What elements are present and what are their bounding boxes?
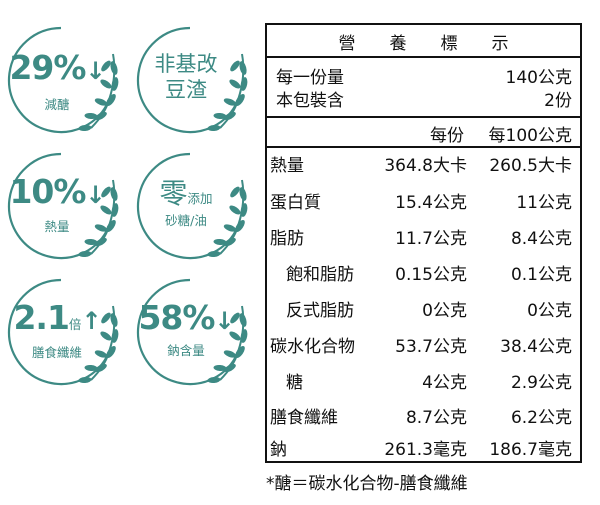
badge-caption: 膳食纖維 — [31, 345, 82, 360]
badge-reduced-sugar: 29%↓ 減醣 — [5, 24, 121, 136]
down-arrow-icon: ↓ — [85, 181, 105, 209]
nutrient-per-serving: 15.4公克 — [395, 193, 467, 213]
nutrient-label: 蛋白質 — [270, 193, 321, 213]
down-arrow-icon: ↓ — [85, 57, 105, 85]
nutrient-label: 鈉 — [270, 440, 287, 460]
nutrient-per-100g: 6.2公克 — [510, 408, 572, 428]
column-header-per-serving: 每份 — [430, 126, 464, 146]
badge-line-2: 豆渣 — [165, 78, 207, 102]
badge-value: 58% — [138, 298, 215, 337]
divider — [267, 56, 580, 58]
nutrient-label: 糖 — [286, 373, 303, 393]
badge-value: 零 — [159, 177, 188, 210]
nutrient-per-100g: 11公克 — [516, 193, 572, 213]
serving-size-value: 140公克 — [505, 68, 572, 88]
nutrient-per-serving: 0公克 — [422, 301, 467, 321]
nutrient-per-100g: 186.7毫克 — [489, 440, 572, 460]
servings-per-package-row: 本包裝含 2份 — [267, 86, 580, 111]
nutrient-per-100g: 2.9公克 — [510, 373, 572, 393]
divider — [267, 116, 580, 118]
nutrient-per-serving: 4公克 — [422, 373, 467, 393]
badge-caption: 砂糖/油 — [165, 213, 207, 228]
badge-caption: 減醣 — [44, 97, 70, 112]
badge-value: 10% — [9, 172, 86, 211]
nutrient-label: 脂肪 — [270, 229, 304, 249]
badge-value: 29% — [9, 48, 86, 87]
up-arrow-icon: ↑ — [81, 307, 101, 335]
nutrient-per-100g: 0公克 — [527, 301, 572, 321]
badge-reduced-sodium: 58%↓ 鈉含量 — [134, 276, 250, 388]
nutrient-per-serving: 11.7公克 — [395, 229, 467, 249]
nutrient-per-serving: 261.3毫克 — [384, 440, 467, 460]
column-header-per-100g: 每100公克 — [488, 126, 572, 146]
badge-caption: 熱量 — [44, 219, 70, 234]
nutrient-per-serving: 0.15公克 — [395, 265, 467, 285]
nutrition-facts-panel: 營養標示 每一份量 140公克 本包裝含 2份 每份 每100公克 熱量 364… — [265, 23, 582, 463]
nutrient-per-100g: 38.4公克 — [500, 337, 572, 357]
column-header-row: 每份 每100公克 — [267, 121, 580, 146]
serving-size-row: 每一份量 140公克 — [267, 63, 580, 88]
servings-per-package-label: 本包裝含 — [276, 91, 344, 111]
nutrient-label: 膳食纖維 — [270, 408, 338, 428]
servings-per-package-value: 2份 — [544, 91, 572, 111]
serving-size-label: 每一份量 — [276, 68, 344, 88]
badge-non-gmo: 非基改 豆渣 — [134, 24, 250, 136]
badge-caption: 鈉含量 — [167, 343, 205, 358]
badge-line-1: 非基改 — [154, 52, 218, 76]
nutrient-label: 熱量 — [270, 156, 304, 176]
nutrient-per-100g: 260.5大卡 — [489, 156, 572, 176]
nutrient-per-100g: 0.1公克 — [510, 265, 572, 285]
badge-no-added-sugar-oil: 零添加 砂糖/油 — [134, 150, 250, 262]
down-arrow-icon: ↓ — [214, 307, 234, 335]
nutrient-per-serving: 8.7公克 — [405, 408, 467, 428]
nutrient-per-100g: 8.4公克 — [510, 229, 572, 249]
nutrient-label: 碳水化合物 — [270, 337, 355, 357]
carbohydrate-footnote: *醣＝碳水化合物-膳食纖維 — [266, 474, 468, 494]
badge-value: 2.1 — [13, 298, 69, 337]
nutrient-per-serving: 53.7公克 — [395, 337, 467, 357]
badge-side-text: 添加 — [187, 191, 213, 206]
badge-dietary-fiber: 2.1倍↑ 膳食纖維 — [5, 276, 121, 388]
badge-side-text: 倍 — [68, 317, 82, 332]
badge-reduced-calories: 10%↓ 熱量 — [5, 150, 121, 262]
nutrient-label: 飽和脂肪 — [286, 265, 354, 285]
nutrient-per-serving: 364.8大卡 — [384, 156, 467, 176]
nutrition-title: 營養標示 — [338, 34, 543, 54]
nutrient-label: 反式脂肪 — [286, 301, 354, 321]
divider — [267, 146, 580, 148]
